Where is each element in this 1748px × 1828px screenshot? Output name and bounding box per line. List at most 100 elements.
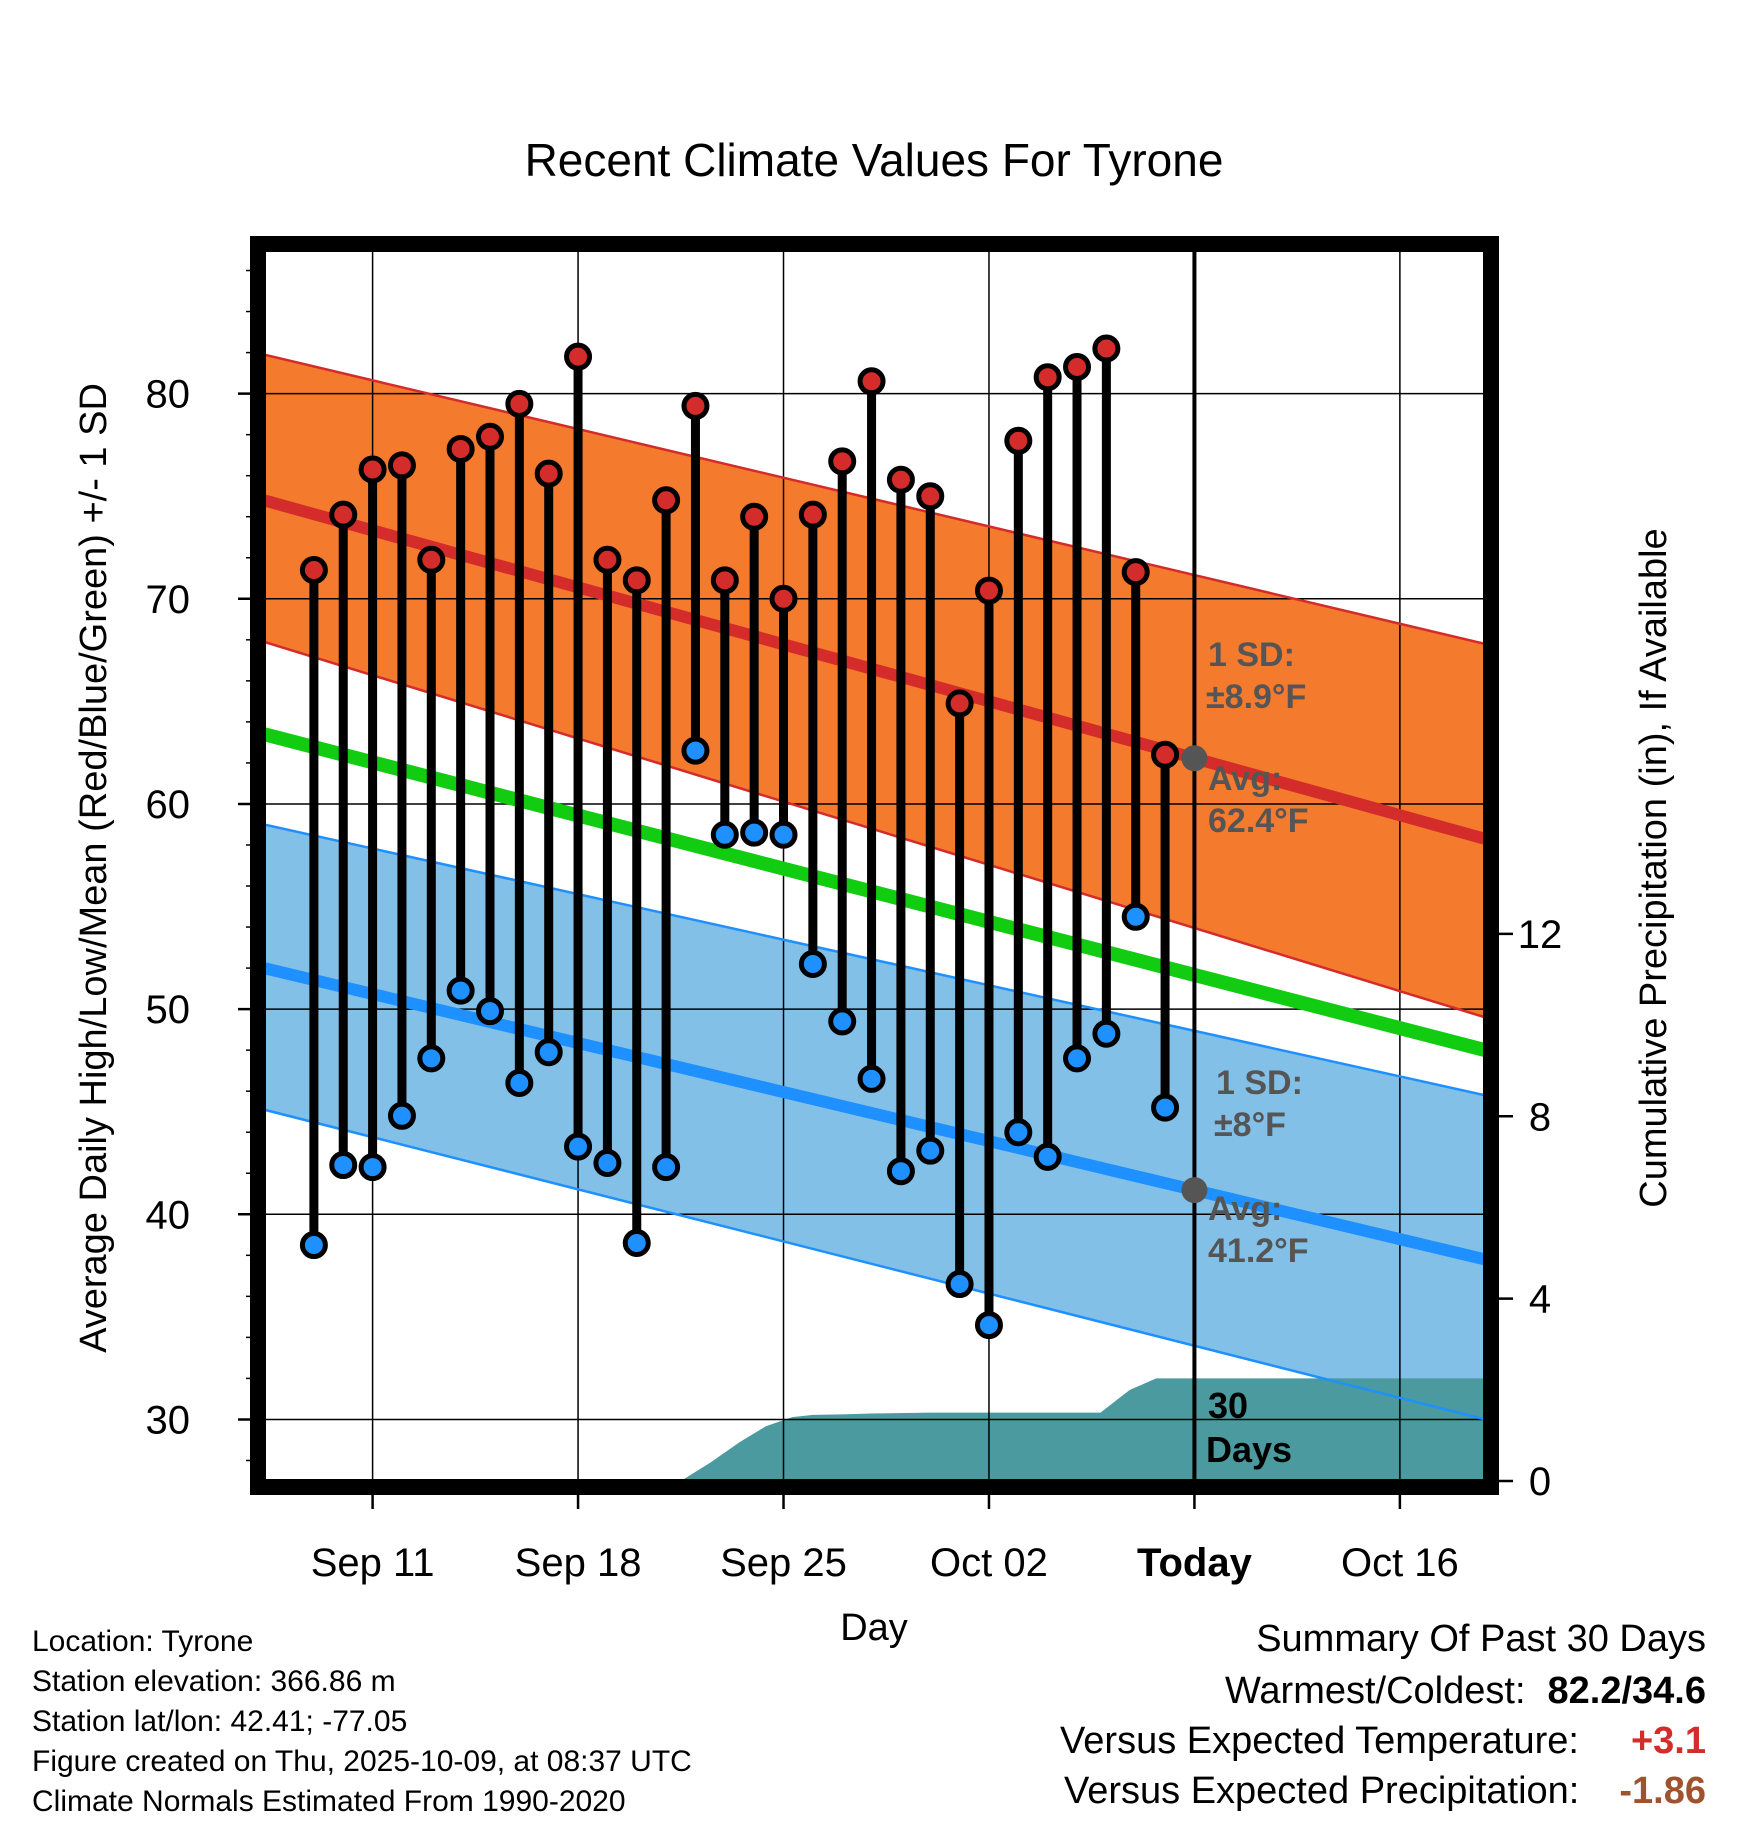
high-temp-point: [534, 459, 563, 488]
temp-label: Versus Expected Temperature:: [1060, 1720, 1579, 1762]
high-temp-point: [1033, 363, 1062, 392]
precip-area: [680, 1378, 1485, 1481]
low-temp-point: [1121, 902, 1150, 931]
low-sd-label: 1 SD:: [1216, 1064, 1303, 1102]
plot-frame: [250, 236, 1499, 1495]
today-high-avg-marker: [1181, 745, 1208, 772]
y-tick-label: 70: [146, 578, 191, 622]
high-temp-point: [798, 500, 827, 529]
precip-days-number: 30: [1208, 1385, 1248, 1426]
high-temp-point: [1151, 740, 1180, 769]
info-normals: Climate Normals Estimated From 1990-2020: [32, 1785, 626, 1818]
low-temp-point: [417, 1044, 446, 1073]
low-temp-point: [1033, 1142, 1062, 1171]
high-temp-point: [299, 556, 328, 585]
low-temp-point: [857, 1064, 886, 1093]
high-temp-point: [417, 545, 446, 574]
high-temp-point: [945, 689, 974, 718]
x-tick-label: Sep 11: [311, 1541, 435, 1585]
low-temp-point: [886, 1157, 915, 1186]
precip-days-label: Days: [1206, 1429, 1292, 1470]
high-sd-value: ±8.9°F: [1206, 678, 1306, 716]
y2-tick-label: 4: [1529, 1278, 1551, 1322]
low-temp-point: [710, 820, 739, 849]
y2-tick-label: 0: [1529, 1460, 1551, 1504]
low-temp-point: [1063, 1044, 1092, 1073]
x-tick-label: Sep 18: [515, 1541, 642, 1585]
low-lower-edge: [264, 1108, 1485, 1421]
high-temp-point: [505, 389, 534, 418]
high-temp-point: [681, 391, 710, 420]
high-temp-point: [886, 465, 915, 494]
x-tick-label: Today: [1137, 1541, 1253, 1585]
low-temp-point: [329, 1151, 358, 1180]
low-temp-point: [446, 976, 475, 1005]
low-temp-point: [534, 1038, 563, 1067]
x-axis-label: Day: [840, 1607, 908, 1649]
low-temp-point: [798, 949, 827, 978]
info-created: Figure created on Thu, 2025-10-09, at 08…: [32, 1745, 692, 1778]
low-temp-point: [974, 1311, 1003, 1340]
precip-value: -1.86: [1619, 1770, 1706, 1812]
high-temp-point: [769, 584, 798, 613]
low-avg-value: 41.2°F: [1208, 1232, 1309, 1270]
y-tick-label: 80: [146, 373, 191, 417]
y-tick-label: 30: [146, 1398, 191, 1442]
low-temp-point: [1151, 1093, 1180, 1122]
low-temp-point: [769, 820, 798, 849]
low-temp-point: [740, 818, 769, 847]
low-temp-point: [1004, 1118, 1033, 1147]
low-temp-point: [828, 1007, 857, 1036]
info-elevation: Station elevation: 366.86 m: [32, 1665, 396, 1698]
y-axis-label: Average Daily High/Low/Mean (Red/Blue/Gr…: [73, 383, 115, 1353]
warm-cold-label: Warmest/Coldest:: [1224, 1670, 1526, 1712]
high-avg-label: Avg:: [1208, 760, 1282, 798]
high-temp-point: [1004, 426, 1033, 455]
high-temp-point: [652, 486, 681, 515]
y-tick-label: 60: [146, 783, 191, 827]
y2-tick-label: 8: [1529, 1095, 1551, 1139]
summary-precip: Versus Expected Precipitation: -1.86: [1064, 1770, 1706, 1813]
low-temp-point: [593, 1148, 622, 1177]
warm-cold-value: 82.2/34.6: [1547, 1670, 1706, 1712]
high-temp-point: [1092, 334, 1121, 363]
high-temp-point: [974, 576, 1003, 605]
low-temp-point: [358, 1153, 387, 1182]
low-temp-point: [622, 1229, 651, 1258]
y-tick-label: 50: [146, 988, 191, 1032]
precip-label: Versus Expected Precipitation:: [1063, 1770, 1580, 1812]
y2-axis-label: Cumulative Precipitation (in), If Availa…: [1633, 528, 1675, 1207]
summary-warm-cold: Warmest/Coldest: 82.2/34.6: [1225, 1670, 1706, 1713]
low-avg-label: Avg:: [1208, 1190, 1282, 1228]
high-sd-label: 1 SD:: [1208, 636, 1295, 674]
low-temp-point: [1092, 1019, 1121, 1048]
low-normal-line: [264, 962, 1485, 1266]
low-sd-band: [264, 824, 1485, 1420]
low-temp-point: [505, 1068, 534, 1097]
temp-value: +3.1: [1630, 1720, 1706, 1762]
low-temp-point: [564, 1132, 593, 1161]
y2-tick-label: 12: [1518, 913, 1563, 957]
low-temp-point: [652, 1153, 681, 1182]
low-sd-value: ±8°F: [1214, 1106, 1286, 1144]
high-temp-point: [358, 455, 387, 484]
high-temp-point: [622, 566, 651, 595]
y-tick-label: 40: [146, 1193, 191, 1237]
high-temp-point: [329, 500, 358, 529]
x-tick-label: Sep 25: [720, 1541, 847, 1585]
high-temp-point: [710, 566, 739, 595]
high-temp-point: [1121, 558, 1150, 587]
info-latlon: Station lat/lon: 42.41; -77.05: [32, 1705, 408, 1738]
info-location: Location: Tyrone: [32, 1625, 254, 1658]
high-temp-point: [387, 451, 416, 480]
low-temp-point: [916, 1136, 945, 1165]
x-tick-label: Oct 16: [1341, 1541, 1459, 1585]
x-tick-label: Oct 02: [930, 1541, 1048, 1585]
low-temp-point: [945, 1270, 974, 1299]
low-temp-point: [681, 736, 710, 765]
low-temp-point: [299, 1231, 328, 1260]
chart-title: Recent Climate Values For Tyrone: [525, 134, 1224, 186]
high-avg-value: 62.4°F: [1208, 802, 1309, 840]
today-low-avg-marker: [1181, 1177, 1208, 1204]
